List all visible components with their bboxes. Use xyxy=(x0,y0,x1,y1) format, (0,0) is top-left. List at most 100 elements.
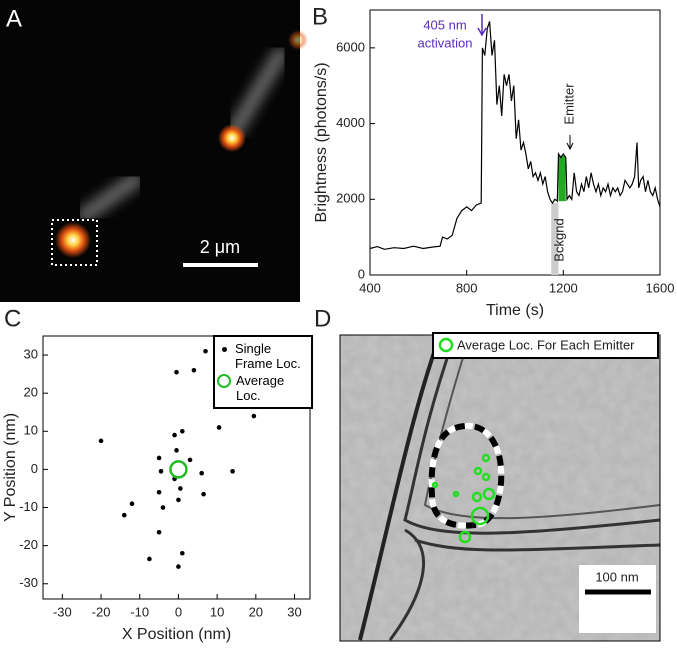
annotation-arrow xyxy=(566,135,574,151)
annotation: Emitter xyxy=(561,83,576,125)
x-tick-label: 0 xyxy=(175,604,182,619)
legend-entry: Average Loc. xyxy=(215,373,311,403)
y-tick-label: 4000 xyxy=(336,115,365,130)
loc-point xyxy=(160,505,166,510)
emitter-loc xyxy=(481,453,491,463)
emitter-loc xyxy=(481,472,491,482)
membrane xyxy=(358,335,442,641)
scale-bar-box xyxy=(579,565,656,633)
legend-marker xyxy=(222,347,227,352)
cell-streak xyxy=(77,172,143,223)
legend-box xyxy=(432,332,659,359)
annotation: 405 nm xyxy=(423,17,466,32)
emitter-loc xyxy=(473,466,483,476)
x-tick-label: -30 xyxy=(53,604,72,619)
loc-point xyxy=(201,491,206,497)
legend-label: Single Frame Loc. xyxy=(235,341,301,371)
membrane xyxy=(403,335,660,535)
plot-frame xyxy=(369,9,661,276)
loc-point xyxy=(174,369,179,375)
x-tick-label: 1600 xyxy=(646,280,675,295)
panel-label: D xyxy=(314,305,331,332)
loc-point xyxy=(156,529,162,535)
loc-point xyxy=(180,428,185,434)
emitter-window xyxy=(558,155,566,202)
x-tick-label: -20 xyxy=(92,604,111,619)
loc-point xyxy=(121,512,127,518)
loc-point xyxy=(180,550,185,556)
panel-label: B xyxy=(312,3,328,30)
emitter-loc xyxy=(482,487,496,501)
y-tick-label: 10 xyxy=(24,423,38,438)
x-tick-label: 400 xyxy=(359,280,381,295)
loc-point xyxy=(230,469,235,474)
annotation: activation xyxy=(418,35,473,50)
x-axis-title: X Position (nm) xyxy=(122,626,231,643)
loc-point xyxy=(251,413,257,419)
loc-point xyxy=(174,448,179,453)
y-tick-label: 2000 xyxy=(336,191,365,206)
x-tick-label: 1200 xyxy=(549,280,578,295)
y-tick-label: 30 xyxy=(24,346,38,361)
cell-streak xyxy=(227,47,288,138)
loc-point xyxy=(147,556,152,562)
legend-marker xyxy=(217,374,231,388)
loc-point xyxy=(158,469,164,474)
emitter-loc xyxy=(452,490,460,498)
scale-bar-label: 100 nm xyxy=(595,569,638,584)
legend-label: Average Loc. xyxy=(236,373,285,403)
panel-a: 2 μm A xyxy=(0,0,308,302)
loc-point xyxy=(203,348,208,354)
x-tick-label: -10 xyxy=(130,604,149,619)
panel-label: A xyxy=(6,5,22,32)
membrane xyxy=(423,335,660,520)
membrane xyxy=(388,528,660,641)
legend-label: Average Loc. For Each Emitter xyxy=(457,337,635,352)
loc-point xyxy=(176,564,181,569)
y-tick-label: -30 xyxy=(19,575,38,590)
y-axis-title: Brightness (photons/s) xyxy=(313,62,330,222)
average-loc xyxy=(169,460,188,479)
y-tick-label: 6000 xyxy=(336,39,365,54)
loc-point xyxy=(98,438,104,444)
emitter-spot xyxy=(218,124,246,152)
loc-point xyxy=(176,497,181,503)
emitter-loc xyxy=(471,491,483,503)
emitter-spot xyxy=(55,222,91,258)
panel-d: Average Loc. For Each Emitter 100 nm D xyxy=(314,305,661,642)
emitter-locs xyxy=(431,453,496,544)
x-tick-label: 800 xyxy=(456,280,478,295)
y-tick-label: -10 xyxy=(19,499,38,514)
scale-bar-label: 2 μm xyxy=(200,237,240,257)
emitter-spot xyxy=(288,30,308,50)
x-tick-label: 20 xyxy=(249,604,263,619)
emitter-loc xyxy=(458,530,472,544)
cell-outline xyxy=(428,422,505,529)
panel-label: C xyxy=(4,305,21,332)
loc-point xyxy=(178,486,183,491)
loc-point xyxy=(191,368,197,373)
loc-point xyxy=(129,501,135,507)
brightness-trace xyxy=(369,21,661,250)
annotation: Bckgnd xyxy=(551,218,566,261)
annotation-arrow xyxy=(477,14,487,37)
y-tick-label: 20 xyxy=(24,385,38,400)
emitter-loc xyxy=(470,506,490,526)
y-tick-label: 0 xyxy=(358,266,365,281)
loc-point xyxy=(199,470,204,476)
y-tick-label: -20 xyxy=(19,537,38,552)
x-tick-label: 30 xyxy=(287,604,301,619)
plot-frame xyxy=(42,335,311,600)
background-window xyxy=(551,203,559,275)
loc-point xyxy=(172,432,177,438)
y-axis-title: Y Position (nm) xyxy=(2,413,19,522)
legend-entry: Single Frame Loc. xyxy=(215,341,311,371)
legend-marker xyxy=(438,337,454,353)
emitter-loc xyxy=(431,481,439,489)
x-tick-label: 10 xyxy=(210,604,224,619)
loc-point xyxy=(156,455,162,461)
micrograph xyxy=(0,0,300,302)
x-axis-title: Time (s) xyxy=(486,302,544,319)
loc-point xyxy=(187,457,193,463)
